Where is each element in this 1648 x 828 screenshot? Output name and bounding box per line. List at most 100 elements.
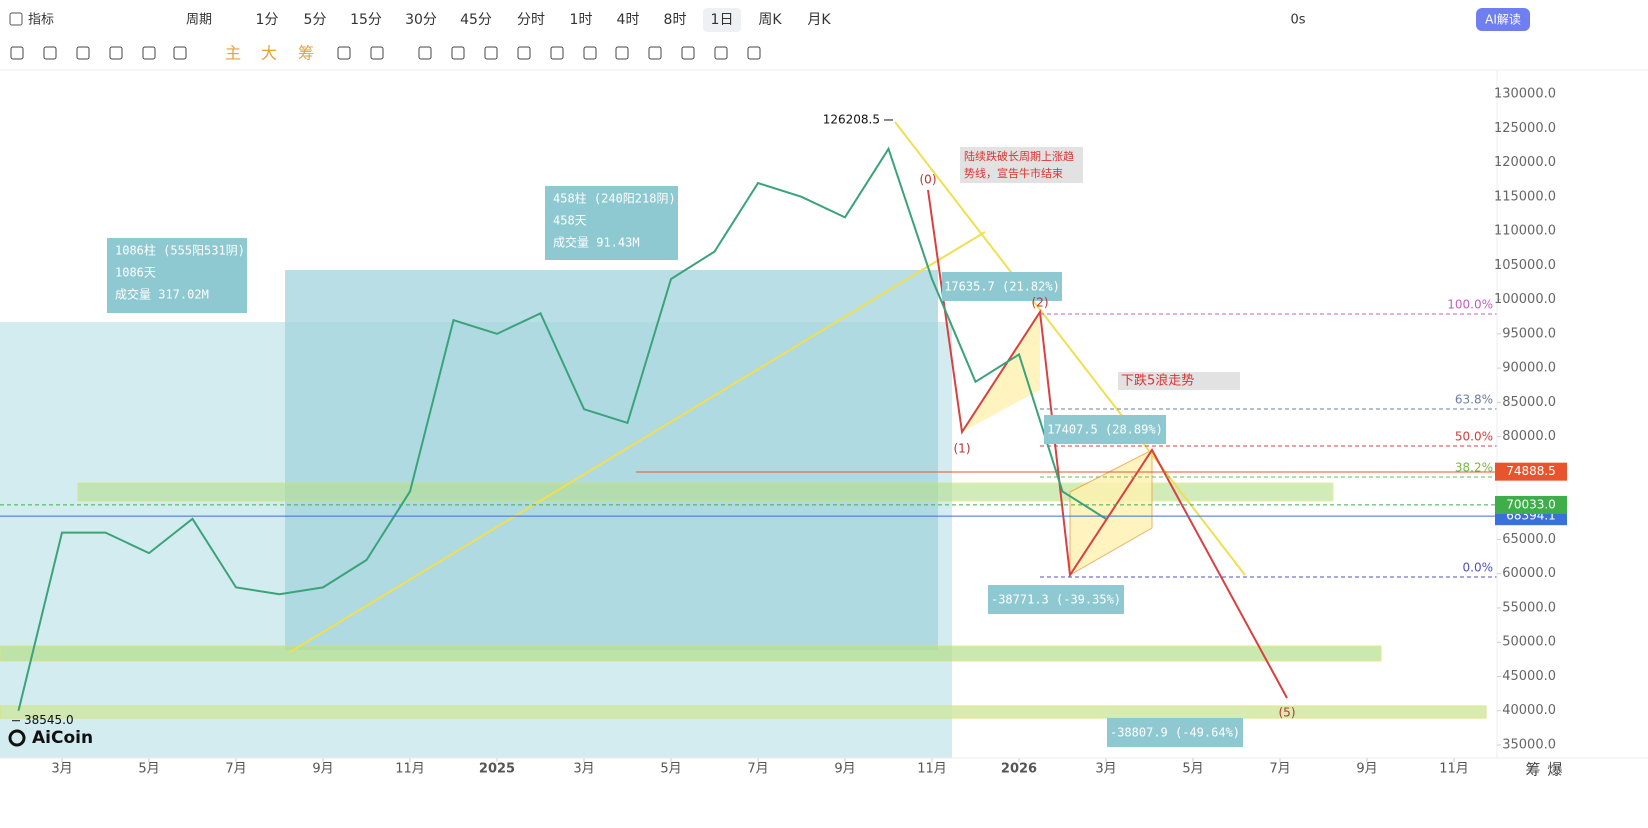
y-tick-label: 50000.0 [1502, 635, 1556, 650]
interval-button[interactable]: 45分 [460, 12, 492, 28]
tool-icon[interactable] [10, 46, 24, 60]
y-tick-label: 65000.0 [1502, 532, 1556, 547]
interval-button[interactable]: 1分 [256, 12, 279, 28]
interval-button[interactable]: 月K [807, 12, 831, 28]
y-tick-label: 105000.0 [1494, 258, 1556, 273]
tool-icon[interactable] [43, 46, 57, 60]
x-tick-label: 11月 [395, 762, 425, 777]
interval-button[interactable]: 30分 [405, 12, 437, 28]
y-tick-label: 95000.0 [1502, 326, 1556, 341]
toolbar-bg [0, 0, 1648, 70]
x-tick-label: 3月 [1095, 762, 1116, 777]
tool-icon[interactable] [681, 46, 695, 60]
info-box [545, 186, 678, 260]
info-box [107, 238, 247, 313]
wave-label: (2) [1032, 296, 1049, 310]
x-tick-label: 9月 [1356, 762, 1377, 777]
tool-icon[interactable] [583, 46, 597, 60]
support-zone [77, 482, 1334, 502]
measure-box [988, 585, 1124, 614]
x-tick-label: 2025 [479, 762, 515, 777]
footer-button[interactable]: 爆 [1547, 761, 1562, 779]
indicator-button[interactable]: 指标 [28, 13, 54, 28]
footer-button[interactable]: 筹 [1525, 761, 1540, 779]
wave-label: (0) [920, 173, 937, 187]
measure-text: 17407.5 (28.89%) [1047, 423, 1163, 437]
interval-button[interactable]: 1日 [711, 12, 734, 28]
note-text: 陆续跌破长周期上涨趋 [964, 149, 1074, 163]
measure-text: -38771.3 (-39.35%) [991, 593, 1121, 607]
tool-button[interactable]: 筹 [298, 44, 314, 63]
ai-button-bg[interactable] [1476, 8, 1530, 31]
tool-icon[interactable] [615, 46, 629, 60]
tool-icon[interactable] [109, 46, 123, 60]
tool-icon[interactable] [747, 46, 761, 60]
x-tick-label: 5月 [138, 762, 159, 777]
info-text: 1086柱 (555阳531阴) [115, 243, 245, 258]
tool-icon[interactable] [76, 46, 90, 60]
fib-label: 100.0% [1447, 298, 1493, 312]
y-tick-label: 100000.0 [1494, 292, 1556, 307]
interval-button[interactable]: 分时 [517, 12, 545, 28]
tool-icon[interactable] [142, 46, 156, 60]
logo: AiCoin [32, 728, 93, 748]
y-tick-label: 80000.0 [1502, 429, 1556, 444]
x-tick-label: 9月 [834, 762, 855, 777]
trend-line [894, 121, 1246, 576]
price-tag-label: 70033.0 [1506, 497, 1556, 511]
wave-label: (5) [1279, 706, 1296, 720]
tool-icon[interactable] [484, 46, 498, 60]
tool-icon[interactable] [714, 46, 728, 60]
icon [9, 12, 23, 26]
interval-button[interactable]: 周K [758, 12, 782, 28]
period-button[interactable]: 周期 [186, 13, 212, 28]
tool-icon[interactable] [550, 46, 564, 60]
tool-icon[interactable] [173, 46, 187, 60]
logo-icon [8, 729, 26, 747]
tool-icon[interactable] [648, 46, 662, 60]
wave-note: 下跌5浪走势 [1121, 373, 1194, 389]
peak-label: 126208.5 [823, 112, 880, 126]
x-tick-label: 7月 [1269, 762, 1290, 777]
x-tick-label: 9月 [312, 762, 333, 777]
fib-label: 38.2% [1455, 461, 1493, 475]
info-text: 成交量 91.43M [553, 235, 640, 250]
y-tick-label: 55000.0 [1502, 600, 1556, 615]
x-tick-label: 7月 [747, 762, 768, 777]
x-tick-label: 7月 [225, 762, 246, 777]
x-tick-label: 2026 [1001, 762, 1037, 777]
y-tick-label: 110000.0 [1494, 224, 1556, 239]
timer: 0s [1290, 13, 1305, 28]
interval-button[interactable]: 5分 [304, 12, 327, 28]
ai-button[interactable]: AI解读 [1485, 13, 1521, 27]
y-tick-label: 90000.0 [1502, 361, 1556, 376]
note-box [1118, 372, 1240, 390]
y-tick-label: 85000.0 [1502, 395, 1556, 410]
note-text: 势线，宣告牛市结束 [964, 166, 1063, 180]
tool-button[interactable]: 主 [225, 44, 241, 63]
tool-button[interactable]: 大 [261, 44, 277, 63]
y-tick-label: 45000.0 [1502, 669, 1556, 684]
tool-icon[interactable] [418, 46, 432, 60]
fib-label: 50.0% [1455, 430, 1493, 444]
support-zone [0, 645, 1382, 662]
active-bg [703, 8, 741, 32]
interval-button[interactable]: 15分 [350, 12, 382, 28]
interval-button[interactable]: 1时 [570, 12, 593, 28]
interval-button[interactable]: 8时 [664, 12, 687, 28]
measure-box [942, 272, 1062, 301]
y-tick-label: 115000.0 [1494, 189, 1556, 204]
interval-button[interactable]: 4时 [617, 12, 640, 28]
info-text: 458柱 (240阳218阴) [553, 191, 676, 206]
tool-icon[interactable] [451, 46, 465, 60]
tool-icon[interactable] [370, 46, 384, 60]
tool-icon[interactable] [337, 46, 351, 60]
tool-icon[interactable] [517, 46, 531, 60]
x-tick-label: 5月 [1182, 762, 1203, 777]
measure-text: -38807.9 (-49.64%) [1110, 726, 1240, 740]
price-line [17, 146, 1107, 711]
x-tick-label: 5月 [660, 762, 681, 777]
fib-lines [1040, 313, 1497, 578]
y-tick-label: 125000.0 [1494, 121, 1556, 136]
